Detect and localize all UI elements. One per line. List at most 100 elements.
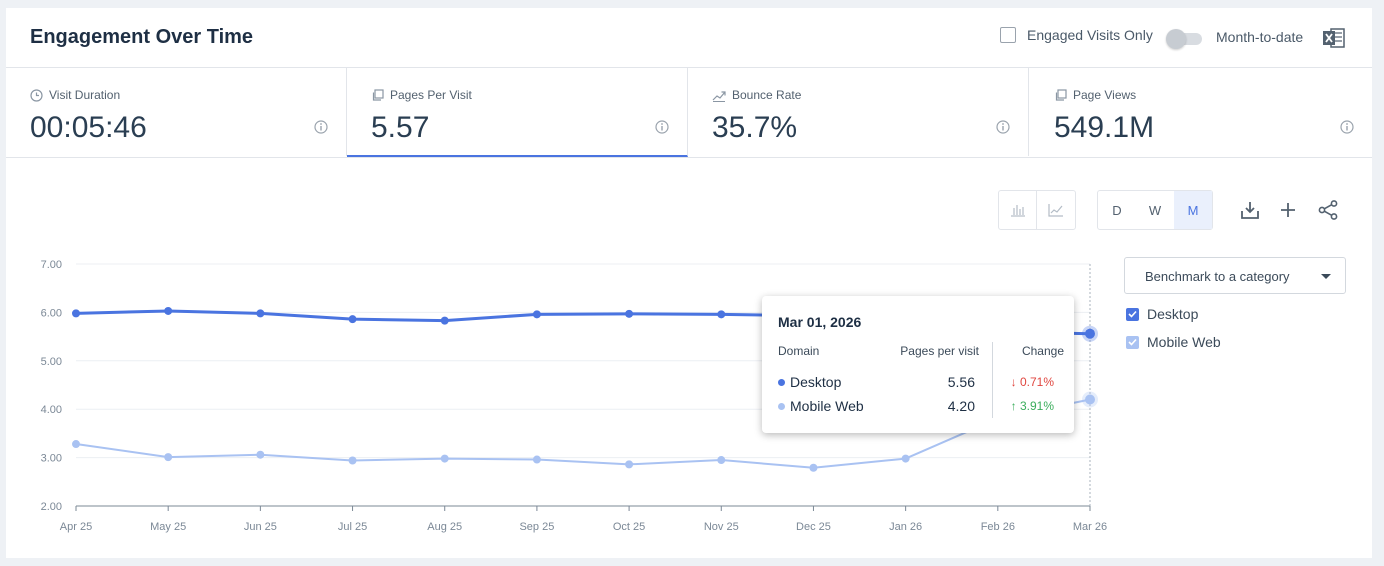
metric-tabs: Visit Duration 00:05:46 Pages Per Visit … (6, 68, 1372, 158)
card-header: Engagement Over Time Engaged Visits Only… (6, 8, 1372, 68)
data-point (625, 309, 634, 318)
checkbox-checked-icon[interactable] (1126, 307, 1139, 321)
info-icon[interactable] (655, 120, 669, 134)
info-icon[interactable] (996, 120, 1010, 134)
hover-point (1085, 394, 1095, 405)
data-point (532, 310, 541, 319)
line-chart-button[interactable] (1037, 191, 1075, 229)
y-tick-label: 4.00 (41, 404, 62, 416)
data-point (440, 316, 449, 325)
x-tick-label: Aug 25 (427, 521, 462, 533)
tooltip-value: 4.20 (947, 398, 975, 414)
series-dot-icon (778, 379, 785, 386)
share-button[interactable] (1316, 198, 1340, 222)
data-point (256, 450, 265, 459)
chart-type-switch (998, 190, 1076, 230)
tooltip-row-mobile-web: Mobile Web 4.20 ↑ 3.91% (778, 398, 1064, 416)
x-tick-label: Mar 26 (1073, 521, 1107, 533)
y-tick-label: 5.00 (41, 356, 62, 368)
legend-label: Mobile Web (1147, 334, 1221, 350)
tooltip-change-value: 3.91% (1019, 399, 1054, 413)
engaged-visits-checkbox[interactable]: Engaged Visits Only (1000, 27, 1153, 43)
granularity-switch: D W M (1097, 190, 1213, 230)
x-tick-label: Jun 25 (244, 521, 277, 533)
data-point (164, 453, 173, 462)
metric-label: Pages Per Visit (390, 88, 472, 102)
tooltip-col-change: Change (1021, 344, 1064, 358)
tooltip-series-name: Desktop (790, 374, 842, 390)
download-button[interactable] (1238, 198, 1262, 222)
month-to-date-label: Month-to-date (1216, 29, 1304, 45)
legend-item-desktop[interactable]: Desktop (1126, 306, 1198, 322)
tooltip-col-domain: Domain (778, 344, 820, 358)
info-icon[interactable] (314, 120, 328, 134)
line-chart-icon (1048, 204, 1063, 217)
metric-label: Page Views (1073, 88, 1137, 102)
engaged-visits-label: Engaged Visits Only (1027, 27, 1153, 43)
plus-icon (1281, 203, 1295, 217)
data-point (72, 440, 80, 449)
data-point (348, 456, 357, 465)
trend-icon (712, 90, 726, 102)
excel-export-icon[interactable] (1322, 26, 1346, 55)
series-line-mobile-web (75, 398, 1091, 469)
data-point (809, 463, 818, 472)
chart-tooltip: Mar 01, 2026 Domain Pages per visit Chan… (762, 296, 1074, 433)
arrow-up-icon: ↑ (1010, 399, 1020, 413)
month-to-date-toggle[interactable] (1166, 29, 1204, 49)
metric-value: 5.57 (371, 111, 430, 144)
tooltip-col-metric: Pages per visit (900, 344, 979, 358)
metric-value: 549.1M (1054, 111, 1155, 144)
y-tick-label: 7.00 (41, 259, 62, 271)
data-point (717, 310, 726, 319)
benchmark-dropdown[interactable]: Benchmark to a category (1124, 257, 1346, 294)
data-point (717, 456, 726, 465)
legend-label: Desktop (1147, 306, 1199, 322)
y-tick-label: 3.00 (41, 453, 62, 465)
clock-icon (30, 88, 43, 102)
tooltip-change-value: 0.71% (1019, 375, 1054, 389)
x-tick-label: Dec 25 (796, 521, 831, 533)
caret-down-icon (1321, 274, 1331, 279)
x-tick-label: Feb 26 (981, 521, 1015, 533)
metric-tab-bounce-rate[interactable]: Bounce Rate 35.7% (688, 68, 1029, 156)
checkbox-checked-icon[interactable] (1126, 335, 1139, 349)
tooltip-change-down: ↓ 0.71% (1011, 375, 1054, 389)
data-point (440, 454, 449, 463)
data-point (164, 306, 173, 315)
data-point (256, 309, 265, 318)
pages-icon (372, 88, 384, 101)
data-point (901, 454, 910, 463)
page-title: Engagement Over Time (30, 26, 254, 48)
granularity-month-button[interactable]: M (1174, 191, 1212, 229)
metric-value: 35.7% (712, 111, 798, 144)
engagement-card: Engagement Over Time Engaged Visits Only… (6, 8, 1372, 558)
granularity-day-button[interactable]: D (1112, 202, 1122, 218)
x-tick-label: May 25 (150, 521, 186, 533)
data-point (348, 315, 357, 324)
x-tick-label: Oct 25 (613, 521, 645, 533)
x-tick-label: Nov 25 (704, 521, 739, 533)
info-icon[interactable] (1340, 120, 1354, 134)
granularity-week-button[interactable]: W (1148, 202, 1162, 218)
y-tick-label: 2.00 (41, 501, 62, 513)
legend-item-mobile-web[interactable]: Mobile Web (1126, 334, 1221, 350)
metric-tab-page-views[interactable]: Page Views 549.1M (1030, 68, 1372, 156)
tooltip-series-name: Mobile Web (790, 398, 864, 414)
tooltip-change-up: ↑ 3.91% (1011, 399, 1054, 413)
bar-chart-button[interactable] (999, 191, 1037, 229)
download-icon (1241, 202, 1259, 219)
line-chart: 7.00 6.00 5.00 4.00 3.00 2.00 Apr 25 May 25 Jun … (41, 259, 1108, 533)
metric-value: 00:05:46 (30, 111, 147, 144)
metric-tab-pages-per-visit[interactable]: Pages Per Visit 5.57 (347, 68, 688, 157)
tooltip-value: 5.56 (947, 374, 975, 390)
toggle-knob[interactable] (1166, 29, 1186, 49)
data-point (625, 460, 634, 469)
metric-tab-visit-duration[interactable]: Visit Duration 00:05:46 (6, 68, 347, 156)
benchmark-label: Benchmark to a category (1145, 269, 1290, 284)
x-tick-label: Apr 25 (60, 521, 92, 533)
tooltip-date: Mar 01, 2026 (778, 314, 862, 330)
checkbox-icon[interactable] (1000, 27, 1016, 43)
add-button[interactable] (1276, 198, 1300, 222)
arrow-down-icon: ↓ (1010, 375, 1020, 389)
